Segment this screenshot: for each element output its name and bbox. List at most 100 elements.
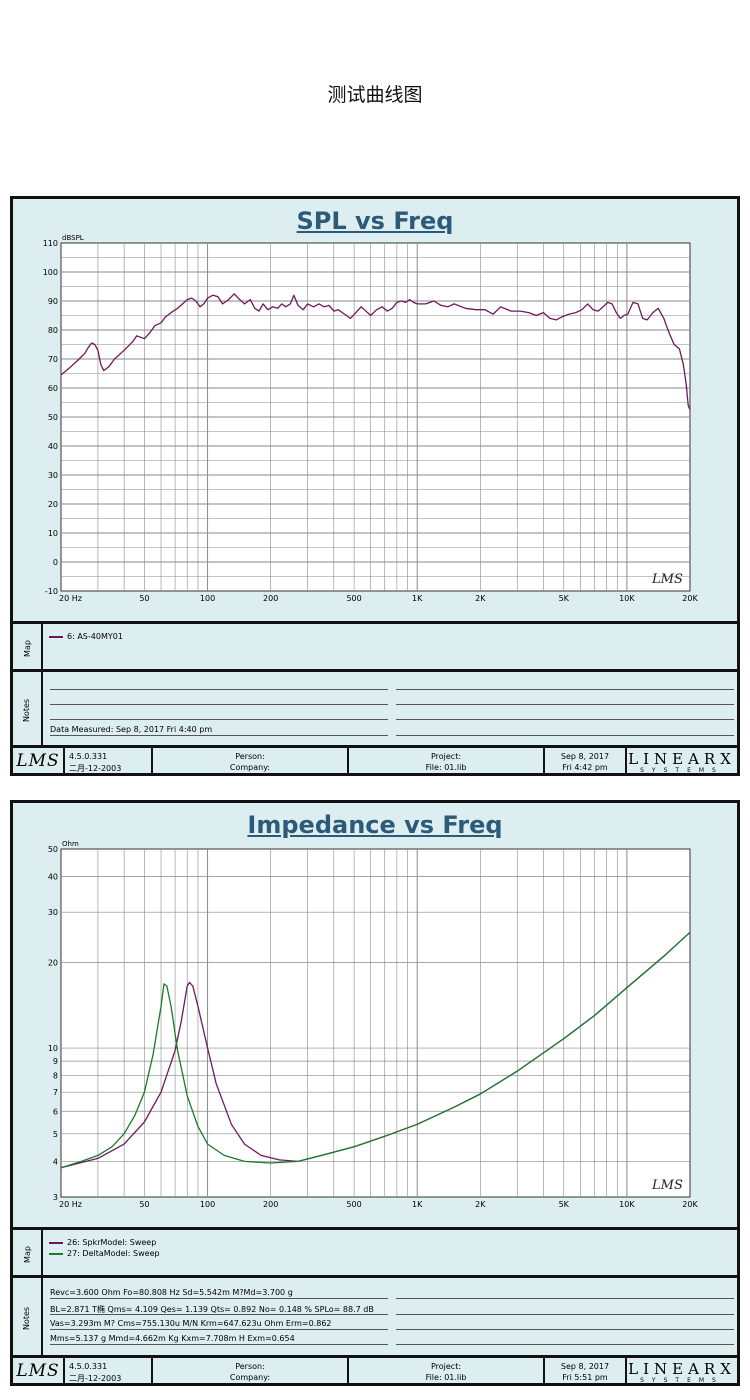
linearx-logo: LINEARX [628,1360,736,1378]
lms-logo: LMS [16,1361,60,1381]
y-tick-label: 100 [43,268,58,277]
lms-watermark: LMS [651,572,683,587]
note-rule [396,719,734,720]
x-tick-label: 20 Hz [59,594,82,603]
note-rule [50,1298,388,1299]
datetime-time: Fri 4:42 pm [562,763,608,772]
y-axis-label: Ohm [62,840,79,848]
legend-label: 6: AS-40MY01 [67,632,123,641]
legend-swatch [49,635,63,638]
company-label: Company: [229,763,271,772]
x-tick-label: 2K [475,1200,486,1209]
spl-chart-title: SPL vs Freq [296,207,454,235]
note-rule [50,689,388,690]
note-rule [50,704,388,705]
note-text: Mms=5.137 g Mmd=4.662m Kg Kxm=7.708m H E… [50,1334,295,1343]
note-rule [396,704,734,705]
lms-logo-cell: LMS [13,1358,65,1386]
y-tick-label: 60 [48,384,58,393]
version-text: 4.5.0.331 [69,752,108,761]
y-tick-label: 50 [48,845,58,854]
version-date: 二月-12-2003 [69,1374,122,1383]
y-tick-label: 90 [48,297,58,306]
spl-map-label: Map [13,624,43,672]
person-label: Person: [235,1362,265,1371]
linearx-logo-cell: LINEARX SYSTEMS [627,748,737,776]
x-tick-label: 10K [619,1200,635,1209]
x-tick-label: 1K [412,1200,423,1209]
y-tick-label: 10 [48,1044,58,1053]
x-tick-label: 20K [682,594,698,603]
legend-swatch [49,1241,63,1244]
spl-footer: LMS 4.5.0.331 二月-12-2003 Person: Company… [13,745,737,776]
note-rule [50,1329,388,1330]
linearx-systems: SYSTEMS [640,767,724,774]
note-rule [396,1314,734,1315]
spl-map-section: Map 6: AS-40MY01 [13,621,737,672]
y-tick-label: 20 [48,500,58,509]
y-tick-label: 4 [53,1157,58,1166]
note-text: Revc=3.600 Ohm Fo=80.808 Hz Sd=5.542m M?… [50,1288,293,1297]
y-tick-label: 3 [53,1193,58,1202]
x-tick-label: 5K [559,1200,570,1209]
project-label: Project: [430,752,462,761]
note-text: Data Measured: Sep 8, 2017 Fri 4:40 pm [50,725,213,734]
x-tick-label: 1K [412,594,423,603]
x-tick-label: 50 [139,1200,149,1209]
linearx-logo: LINEARX [628,750,736,768]
file-label: File: 01.lib [425,1373,467,1382]
x-tick-label: 100 [200,594,215,603]
note-rule [50,735,388,736]
version-text: 4.5.0.331 [69,1362,108,1371]
legend-swatch [49,1252,63,1255]
series-line [60,293,691,411]
note-rule [396,1329,734,1330]
datetime-cell: Sep 8, 2017 Fri 5:51 pm [545,1358,627,1386]
plot-area [60,848,691,1198]
legend-entry: 6: AS-40MY01 [49,632,123,641]
x-tick-label: 500 [346,594,361,603]
note-rule [50,719,388,720]
y-tick-label: 9 [53,1057,58,1066]
datetime-time: Fri 5:51 pm [562,1373,608,1382]
x-tick-label: 200 [263,1200,278,1209]
impedance-chart: 3 4 5 6 7 8 9 10 20 30 40 50 20 Hz 50 100 200 500 1K 2K 5K 1… [48,840,699,1209]
project-cell: Project: File: 01.lib [349,1358,545,1386]
linearx-systems: SYSTEMS [640,1377,724,1384]
lms-logo-cell: LMS [13,748,65,776]
project-cell: Project: File: 01.lib [349,748,545,776]
version-date: 二月-12-2003 [69,764,122,773]
lms-logo: LMS [16,751,60,771]
version-cell: 4.5.0.331 二月-12-2003 [65,1358,153,1386]
note-rule [396,735,734,736]
datetime-cell: Sep 8, 2017 Fri 4:42 pm [545,748,627,776]
person-cell: Person: Company: [153,1358,349,1386]
person-label: Person: [235,752,265,761]
y-axis-label: dBSPL [62,234,84,242]
spl-notes-section: Notes Data Measured: Sep 8, 2017 Fri 4:4… [13,669,737,748]
note-rule [396,689,734,690]
x-tick-label: 20K [682,1200,698,1209]
impedance-chart-title: Impedance vs Freq [247,811,503,839]
linearx-logo-cell: LINEARX SYSTEMS [627,1358,737,1386]
spl-panel: SPL vs Freq -10 0 10 20 30 40 50 60 70 80 90 100 110… [10,196,740,776]
impedance-panel: Impedance vs Freq 3 4 5 6 7 8 9 10 20 30 40 50 20 Hz… [10,800,740,1386]
y-tick-label: 0 [53,558,58,567]
imp-map-label: Map [13,1230,43,1278]
imp-notes-section: Notes Revc=3.600 Ohm Fo=80.808 Hz Sd=5.5… [13,1275,737,1358]
version-cell: 4.5.0.331 二月-12-2003 [65,748,153,776]
person-cell: Person: Company: [153,748,349,776]
legend-entry: 26: SpkrModel: Sweep [49,1238,156,1247]
y-tick-label: 110 [43,239,58,248]
imp-notes-label: Notes [13,1278,43,1358]
y-tick-label: 70 [48,355,58,364]
x-tick-label: 500 [346,1200,361,1209]
note-rule [396,1344,734,1345]
legend-label: 27: DeltaModel: Sweep [67,1249,160,1258]
lms-watermark: LMS [651,1178,683,1193]
datetime-date: Sep 8, 2017 [560,752,610,761]
imp-map-section: Map 26: SpkrModel: Sweep 27: DeltaModel:… [13,1227,737,1278]
y-tick-label: 20 [48,958,58,967]
y-tick-label: 80 [48,326,58,335]
datetime-date: Sep 8, 2017 [560,1362,610,1371]
